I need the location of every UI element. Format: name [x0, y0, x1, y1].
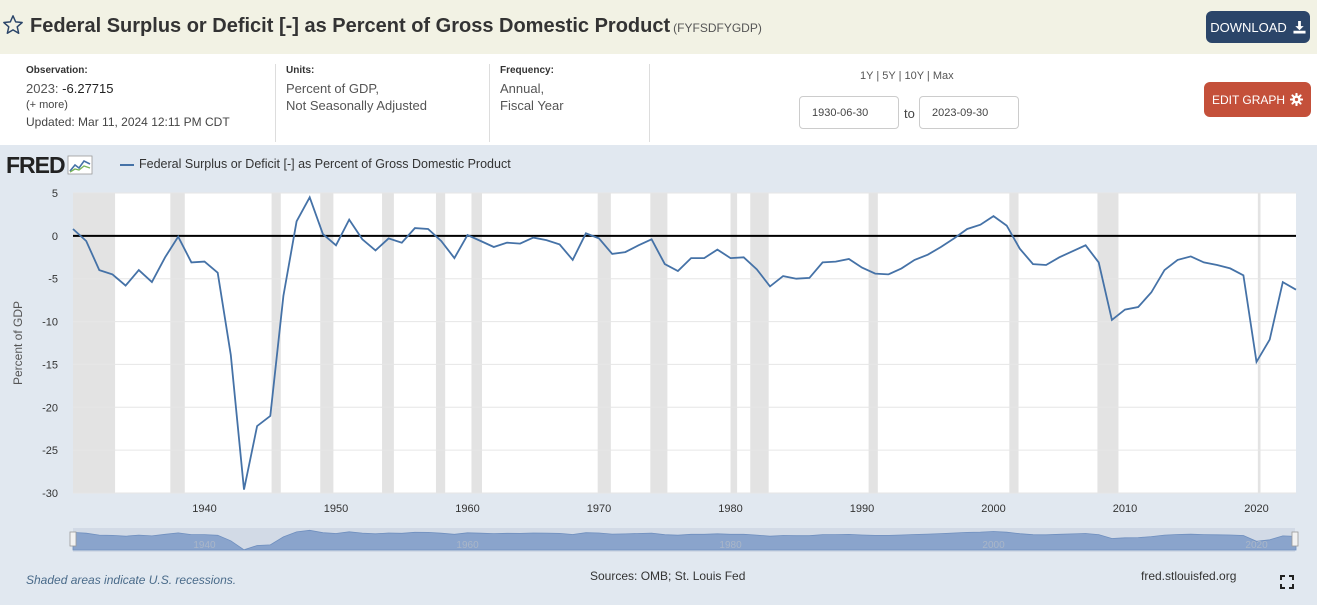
frequency-label: Frequency: [500, 65, 554, 76]
units-label: Units: [286, 65, 315, 76]
x-axis-ticks: 1940 1950 1960 1970 1980 1990 2000 2010 2020 [192, 503, 1269, 515]
units-line1: Percent of GDP, [286, 81, 379, 96]
updated-text: Updated: Mar 11, 2024 12:11 PM CDT [26, 115, 230, 129]
x-tick-label: 2000 [981, 503, 1005, 515]
observation-block: Observation: 2023: -6.27715 (+ more) Upd… [26, 64, 230, 131]
x-tick-label: 2010 [1113, 503, 1137, 515]
range-1y[interactable]: 1Y [860, 70, 874, 82]
recession-band [320, 193, 334, 493]
edit-graph-label: EDIT GRAPH [1211, 92, 1286, 107]
y-tick-label: -5 [48, 274, 58, 286]
range-5y[interactable]: 5Y [882, 70, 896, 82]
x-tick-label: 1940 [192, 503, 216, 515]
observation-label: Observation: [26, 65, 88, 76]
navigator-left-handle[interactable] [69, 531, 77, 547]
divider [649, 64, 650, 142]
series-id: (FYFSDFYGDP) [673, 21, 762, 35]
range-10y[interactable]: 10Y [904, 70, 924, 82]
navigator-labels: 1940 1960 1980 2000 2020 [193, 540, 1268, 551]
observation-period: 2023: [26, 81, 59, 96]
download-icon [1293, 20, 1306, 34]
divider [489, 64, 490, 142]
x-tick-label: 1990 [850, 503, 874, 515]
recession-note: Shaded areas indicate U.S. recessions. [26, 573, 237, 587]
legend-label: Federal Surplus or Deficit [-] as Percen… [139, 157, 511, 171]
x-tick-label: 1960 [455, 503, 479, 515]
x-tick-label: 2020 [1244, 503, 1268, 515]
edit-graph-button[interactable]: EDIT GRAPH [1204, 82, 1311, 117]
recession-band [382, 193, 394, 493]
recession-band [435, 193, 446, 493]
range-max[interactable]: Max [932, 70, 954, 82]
x-tick-label: 1980 [718, 503, 742, 515]
page-title: Federal Surplus or Deficit [-] as Percen… [30, 15, 762, 38]
navigator-tick-label: 1980 [719, 540, 742, 551]
observation-value: -6.27715 [62, 81, 114, 96]
navigator-tick-label: 2000 [982, 540, 1005, 551]
y-tick-label: -15 [42, 359, 58, 371]
frequency-line2: Fiscal Year [500, 98, 564, 113]
navigator-tick-label: 1940 [193, 540, 216, 551]
y-tick-label: -25 [42, 445, 58, 457]
recession-band [73, 193, 116, 493]
navigator-tick-label: 2020 [1245, 540, 1268, 551]
fullscreen-icon[interactable] [1280, 575, 1294, 589]
x-tick-label: 1970 [587, 503, 611, 515]
more-link[interactable]: (+ more) [26, 99, 68, 111]
site-link[interactable]: fred.stlouisfed.org [1141, 569, 1237, 583]
divider [275, 64, 276, 142]
navigator-tick-label: 1960 [456, 540, 479, 551]
recession-band [170, 193, 185, 493]
units-block: Units: Percent of GDP, Not Seasonally Ad… [286, 64, 427, 114]
to-label: to [904, 106, 915, 121]
frequency-block: Frequency: Annual, Fiscal Year [500, 64, 564, 114]
download-button[interactable]: DOWNLOAD [1206, 11, 1310, 43]
recession-band [650, 193, 668, 493]
chart[interactable]: 5 0 -5 -10 -15 -20 -25 -30 1940 1950 1960 1970 1980… [0, 145, 1317, 565]
end-date-input[interactable]: 2023-09-30 [919, 96, 1019, 129]
y-axis-ticks: 5 0 -5 -10 -15 -20 -25 -30 [42, 188, 58, 500]
recession-band [1009, 193, 1019, 493]
navigator-right-handle[interactable] [1291, 531, 1299, 547]
y-tick-label: -10 [42, 317, 58, 329]
download-label: DOWNLOAD [1210, 19, 1287, 35]
navigator-series [72, 529, 1297, 551]
y-tick-label: -30 [42, 488, 58, 500]
star-icon[interactable] [2, 14, 24, 36]
recession-bands [73, 193, 1296, 493]
recession-band [271, 193, 281, 493]
start-date-input[interactable]: 1930-06-30 [799, 96, 899, 129]
sources-text: Sources: OMB; St. Louis Fed [590, 569, 746, 583]
x-tick-label: 1950 [324, 503, 348, 515]
recession-band [597, 193, 611, 493]
recession-band [1257, 193, 1261, 493]
units-line2: Not Seasonally Adjusted [286, 98, 427, 113]
series-line [72, 195, 1297, 490]
y-tick-label: -20 [42, 402, 58, 414]
fred-logo: FRED [6, 152, 93, 179]
recession-band [471, 193, 482, 493]
title-text: Federal Surplus or Deficit [-] as Percen… [30, 15, 671, 37]
recession-band [868, 193, 878, 493]
y-tick-label: 0 [52, 231, 58, 243]
range-navigator: 1940 1960 1980 2000 2020 [69, 528, 1299, 552]
range-links: 1Y | 5Y | 10Y | Max [860, 70, 954, 82]
fred-logo-chart-icon [67, 155, 93, 175]
y-tick-label: 5 [52, 188, 58, 200]
recession-band [750, 193, 769, 493]
legend-swatch [120, 164, 134, 166]
recession-band [730, 193, 738, 493]
y-axis-label: Percent of GDP [11, 301, 25, 385]
gear-icon [1290, 93, 1304, 106]
recession-band [1097, 193, 1119, 493]
title-bar: Federal Surplus or Deficit [-] as Percen… [0, 0, 1317, 54]
frequency-line1: Annual, [500, 81, 545, 96]
